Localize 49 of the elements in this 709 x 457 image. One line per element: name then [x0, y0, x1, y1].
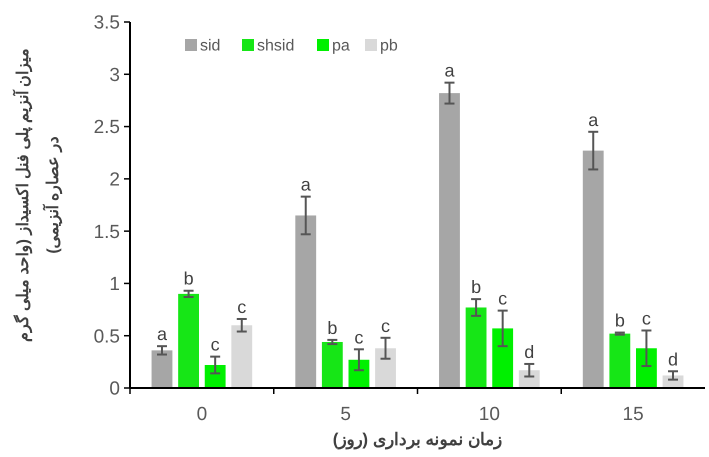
x-axis-title: زمان نمونه برداری (روز) — [332, 430, 502, 450]
y-tick-label: 1.5 — [94, 222, 120, 243]
bar — [204, 364, 226, 388]
annotation: b — [327, 318, 338, 338]
bar — [582, 150, 604, 388]
annotation: c — [381, 316, 390, 336]
annotation: b — [614, 310, 625, 331]
bar — [636, 348, 657, 388]
x-tick-label: 10 — [478, 404, 500, 425]
bar — [492, 328, 514, 388]
y-tick-label: 1 — [109, 274, 120, 296]
y-tick-label: 0.5 — [94, 326, 120, 348]
bar — [375, 348, 396, 388]
annotation: c — [498, 288, 508, 309]
y-tick-label: 2.5 — [94, 117, 120, 138]
annotation: a — [588, 110, 600, 130]
annotation: d — [524, 342, 534, 362]
legend-label: sid — [200, 38, 220, 55]
bar — [348, 360, 370, 388]
annotation: c — [237, 296, 246, 317]
bar — [178, 294, 199, 388]
annotation: a — [156, 324, 168, 344]
annotation: a — [444, 60, 456, 81]
y-tick-label: 0 — [109, 378, 120, 400]
y-tick-label: 3 — [109, 64, 120, 86]
x-tick-label: 0 — [196, 404, 208, 425]
annotation: c — [354, 327, 364, 348]
annotation: a — [300, 174, 312, 195]
annotation: b — [471, 277, 482, 298]
bar — [439, 93, 460, 388]
legend-label: shsid — [257, 38, 294, 55]
annotation: d — [668, 349, 678, 370]
y-tick-label: 2 — [109, 170, 120, 191]
bar — [518, 370, 540, 388]
bar — [152, 350, 172, 388]
bar — [322, 342, 343, 388]
x-tick-label: 15 — [622, 404, 644, 425]
annotation: c — [642, 308, 651, 328]
legend-label: pb — [380, 38, 398, 55]
legend-label: pa — [332, 38, 350, 55]
x-tick-label: 5 — [340, 404, 351, 425]
annotation: c — [210, 334, 220, 355]
bar — [609, 334, 630, 388]
bar — [466, 307, 486, 388]
bar — [295, 215, 316, 388]
bar — [231, 325, 252, 388]
y-tick-label: 3.5 — [94, 12, 120, 34]
annotation: b — [184, 268, 194, 289]
y-axis-title: میزان آنزیم پلی فنل اکسیداز (واحد میلی گرم در عصاره آنزیمی) — [11, 48, 63, 342]
